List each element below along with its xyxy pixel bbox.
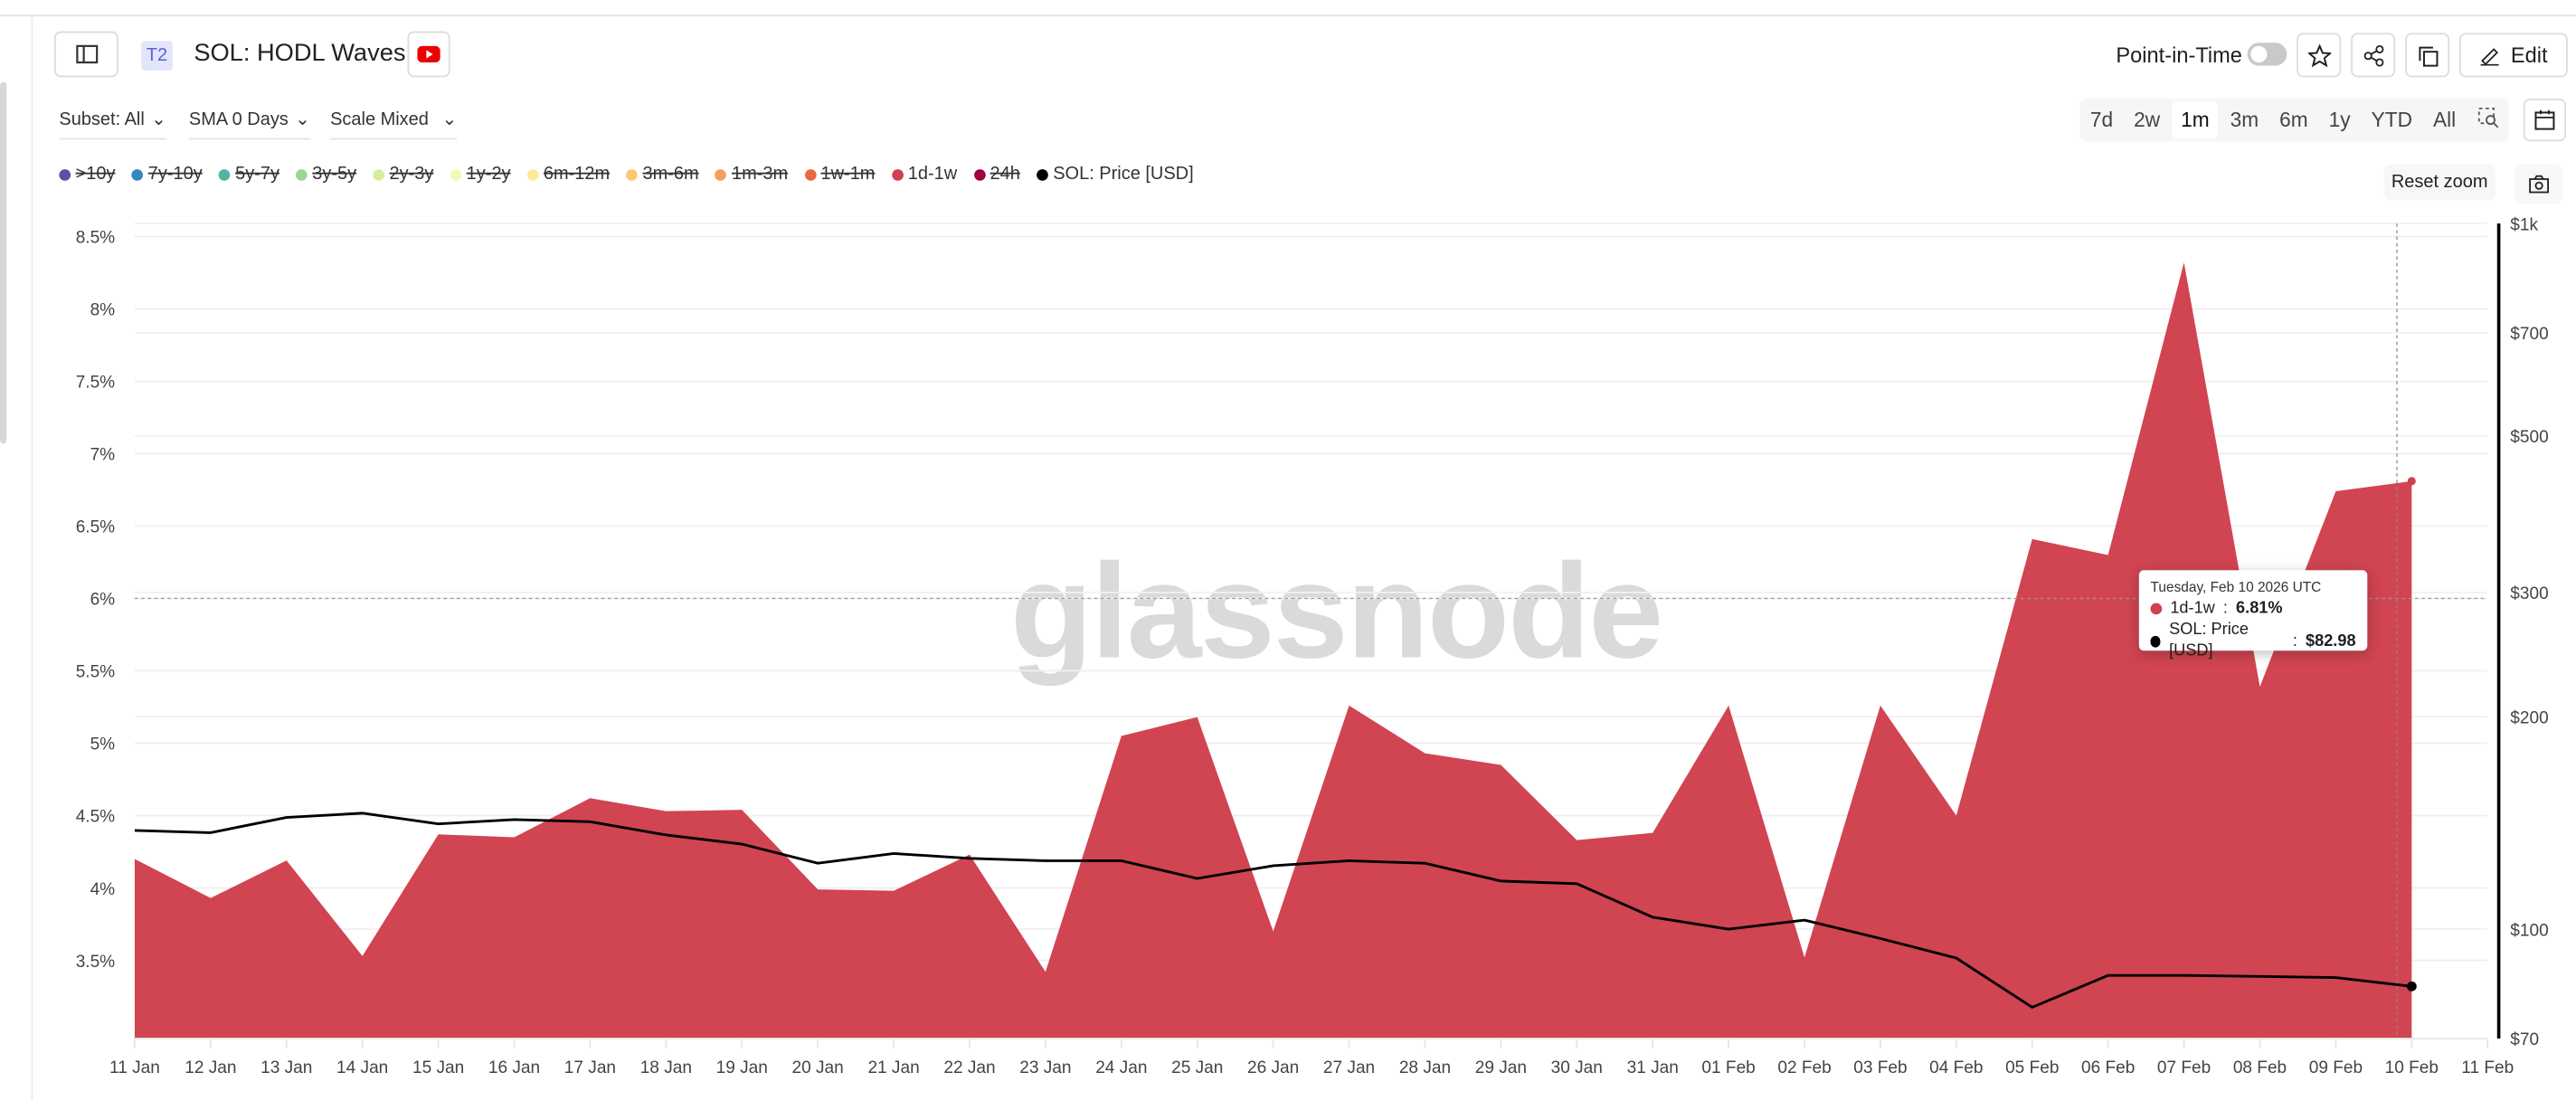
x-tick-label: 24 Jan [1095,1058,1147,1077]
x-tick-label: 15 Jan [412,1058,464,1077]
y-left-tick-label: 7% [90,446,116,465]
y-left-tick-label: 5.5% [76,663,115,682]
y-left-tick-label: 6.5% [76,518,115,537]
tooltip-value: $82.98 [2306,631,2356,652]
x-tick-label: 01 Feb [1701,1058,1755,1077]
y-right-tick-label: $200 [2510,709,2548,728]
x-tick-label: 06 Feb [2081,1058,2135,1077]
x-tick-label: 26 Jan [1247,1058,1299,1077]
x-tick-label: 02 Feb [1777,1058,1831,1077]
tooltip-value: 6.81% [2236,598,2283,620]
x-tick-label: 31 Jan [1627,1058,1679,1077]
y-right-tick-label: $300 [2510,584,2548,603]
x-tick-label: 17 Jan [564,1058,616,1077]
x-tick-label: 16 Jan [488,1058,540,1077]
x-tick-label: 04 Feb [1929,1058,1983,1077]
x-tick-label: 30 Jan [1551,1058,1603,1077]
area-1d-1w [135,262,2411,1039]
x-tick-label: 14 Jan [336,1058,388,1077]
chart-tooltip: Tuesday, Feb 10 2026 UTC 1d-1w:6.81% SOL… [2139,570,2367,650]
x-tick-label: 29 Jan [1475,1058,1527,1077]
x-tick-label: 09 Feb [2309,1058,2363,1077]
y-left-tick-label: 8% [90,301,116,320]
x-tick-label: 12 Jan [185,1058,236,1077]
y-left-tick-label: 5% [90,736,116,755]
tooltip-row-price: SOL: Price [USD]:$82.98 [2151,620,2356,662]
series-dot-icon [2151,603,2163,615]
x-tick-label: 08 Feb [2233,1058,2287,1077]
y-left-tick-label: 6% [90,591,116,610]
x-tick-label: 13 Jan [260,1058,312,1077]
x-tick-label: 27 Jan [1323,1058,1375,1077]
x-tick-label: 21 Jan [867,1058,919,1077]
y-left-tick-label: 4.5% [76,808,115,827]
tooltip-row-1d-1w: 1d-1w:6.81% [2151,598,2356,620]
x-tick-label: 23 Jan [1019,1058,1071,1077]
x-tick-label: 11 Feb [2461,1058,2514,1077]
y-left-tick-label: 4% [90,880,116,899]
hover-point-price [2407,982,2417,992]
y-left-tick-label: 8.5% [76,229,115,248]
y-left-tick-label: 7.5% [76,374,115,393]
series-dot-icon [2151,635,2161,647]
x-tick-label: 03 Feb [1853,1058,1907,1077]
y-left-tick-label: 3.5% [76,953,115,972]
y-right-tick-label: $500 [2510,428,2548,447]
x-tick-label: 07 Feb [2157,1058,2211,1077]
tooltip-date: Tuesday, Feb 10 2026 UTC [2151,578,2356,594]
y-right-tick-label: $100 [2510,921,2548,940]
x-tick-label: 10 Feb [2385,1058,2439,1077]
x-tick-label: 28 Jan [1399,1058,1451,1077]
x-tick-label: 05 Feb [2005,1058,2059,1077]
y-right-tick-label: $1k [2510,215,2538,234]
x-tick-label: 20 Jan [792,1058,844,1077]
y-right-tick-label: $700 [2510,325,2548,344]
x-tick-label: 25 Jan [1171,1058,1223,1077]
x-tick-label: 22 Jan [943,1058,995,1077]
x-tick-label: 18 Jan [640,1058,692,1077]
hover-point-1d-1w [2408,477,2416,485]
x-tick-label: 19 Jan [716,1058,768,1077]
y-right-tick-label: $70 [2510,1030,2539,1049]
x-tick-label: 11 Jan [109,1058,160,1077]
